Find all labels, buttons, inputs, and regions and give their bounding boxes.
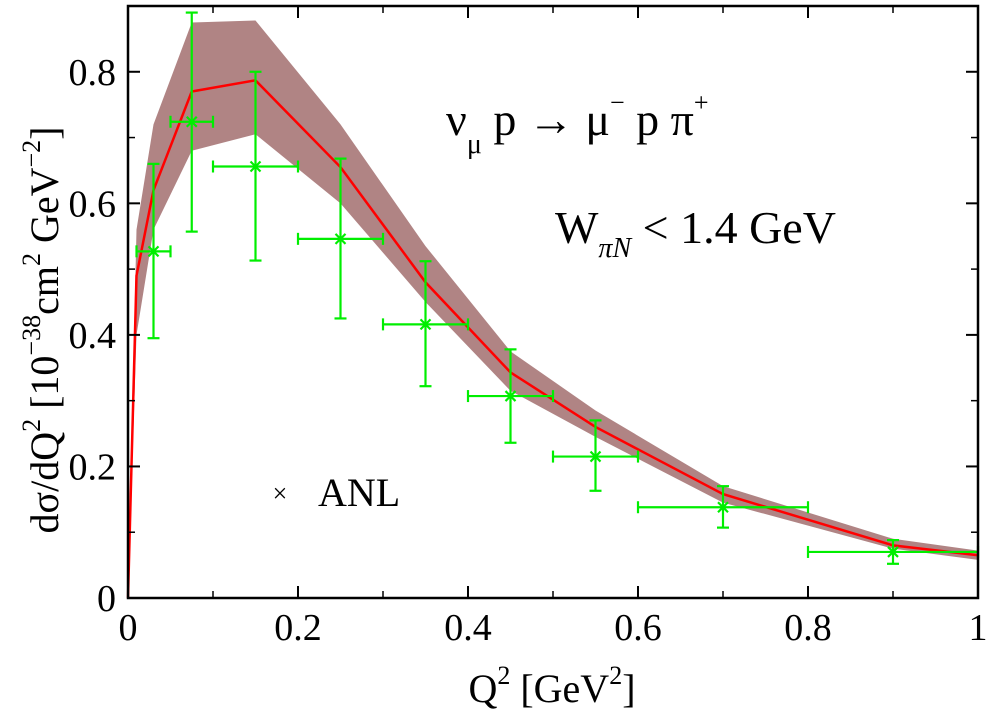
axes: 0 0.2 0.4 0.6 0.8 1 0 0.2 0.4 0.6 0.8 [69, 4, 988, 649]
y-tick-label: 0.6 [69, 183, 117, 225]
plot-area [126, 11, 980, 599]
reaction-nu: ν [446, 94, 467, 145]
y-tick-label: 0 [97, 578, 116, 620]
reaction-annotation: νμ p → μ− p π+ [446, 88, 709, 160]
reaction-text1: p → μ [482, 94, 610, 145]
data-point [636, 485, 810, 529]
legend: × ANL [273, 470, 401, 515]
y-tick-label: 0.2 [69, 446, 117, 488]
cut-w-sub: πN [598, 233, 632, 264]
reaction-text2: p π [625, 94, 694, 145]
x-tick-label: 0.8 [784, 607, 832, 649]
x-marker [185, 115, 198, 128]
data-point [806, 539, 980, 565]
x-axis-label: Q2 [GeV2] [468, 661, 635, 711]
y-tick-label: 0.4 [69, 315, 117, 357]
x-marker [887, 546, 899, 558]
legend-symbol: × [273, 479, 288, 508]
reaction-nu-sub: μ [467, 129, 482, 160]
x-marker [717, 501, 729, 514]
theory-curve [126, 78, 979, 599]
x-marker [504, 390, 517, 402]
data-point [211, 70, 300, 262]
data-point [381, 260, 470, 388]
data-point [135, 162, 172, 340]
x-marker [249, 160, 262, 173]
x-marker [419, 318, 432, 331]
x-tick-label: 0.2 [274, 607, 322, 649]
legend-label: ANL [318, 470, 400, 515]
y-tick-label: 0.8 [69, 52, 117, 94]
x-tick-label: 0.4 [444, 607, 492, 649]
data-point [551, 419, 640, 492]
cut-text: < 1.4 GeV [631, 202, 836, 253]
x-marker [589, 450, 602, 463]
x-tick-label: 0 [119, 607, 138, 649]
data-point [466, 348, 555, 444]
cut-annotation: WπN < 1.4 GeV [555, 202, 836, 264]
y-axis-label: dσ/dQ2 [10−38cm2 GeV−2] [17, 127, 67, 534]
x-tick-label: 1 [969, 607, 988, 649]
reaction-mu-sup: − [610, 88, 625, 117]
x-tick-label: 0.6 [614, 607, 662, 649]
reaction-pi-sup: + [694, 88, 709, 117]
cut-w: W [555, 202, 599, 253]
data-point [169, 11, 215, 233]
x-marker [147, 245, 160, 258]
x-marker [334, 233, 347, 245]
data-point [296, 157, 385, 320]
